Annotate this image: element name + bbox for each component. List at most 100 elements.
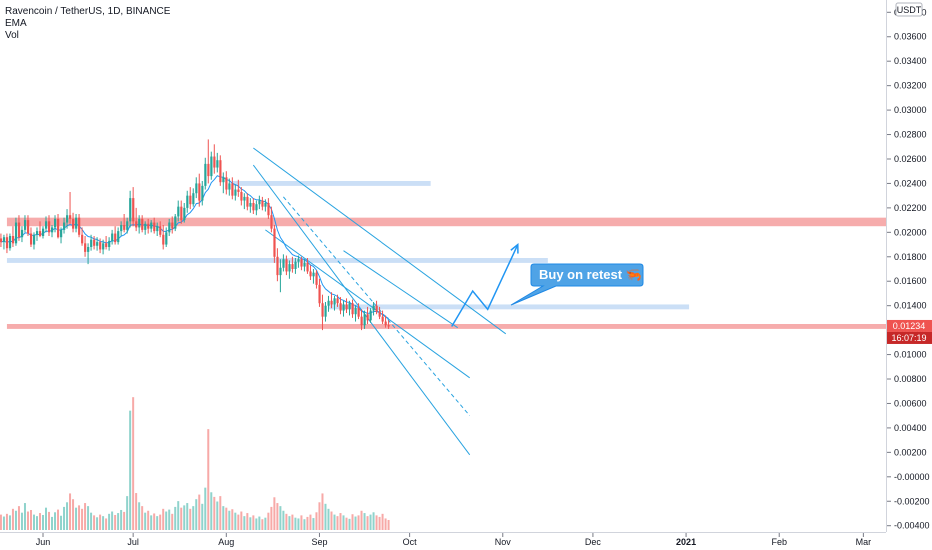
candle-body [285,259,288,272]
candle-body [11,235,15,244]
volume-bar [0,514,2,530]
volume-bar [23,503,26,530]
countdown-box [887,331,932,344]
volume-bar [177,501,180,530]
volume-bar [96,517,99,530]
candle-body [261,200,264,207]
currency-badge-box[interactable] [895,2,923,17]
volume-bar [174,506,177,530]
candle-body [26,220,30,234]
current-price-tag: 0.01234 [887,319,932,332]
candle [213,144,216,174]
volume-bar [189,508,192,530]
volume-bar [339,513,342,530]
candle [237,179,240,197]
candle [17,215,21,241]
candle [387,320,390,329]
candle-body [42,228,45,236]
candle-body [228,183,231,190]
candle [48,215,51,236]
candle-body [84,243,87,252]
candle-body [99,242,102,250]
candle [258,195,261,210]
candle-body [336,298,339,304]
volume-bar [20,512,23,530]
currency-badge-label: USDT [897,5,922,15]
price-tick-label: 0.01800 [894,252,927,262]
candle-body [114,233,117,243]
candle [159,221,162,238]
candle-body [243,196,246,201]
volume-bar [354,516,357,530]
candle-body [309,271,312,277]
candle [90,234,93,251]
price-tick-label: 0.00200 [894,447,927,457]
volume-bar [357,515,360,530]
time-axis[interactable]: Jun Jul Aug Sep Oct Nov Dec 2021 Feb Mar [36,533,871,547]
candle [279,259,282,293]
volume-bar [60,515,63,530]
volume-bar [138,502,141,530]
volume-bar [336,516,339,530]
candle [225,171,228,195]
volume-bar [144,512,147,530]
currency-badge[interactable]: USDT [895,2,923,17]
candle-body [87,246,90,252]
volume-bar [84,503,87,530]
volume-bar [333,514,336,530]
candle-body [342,304,345,311]
candle-body [306,262,309,272]
candle-body [291,264,294,269]
candle-body [345,304,348,310]
volume-bar [318,502,321,530]
candle [45,216,48,233]
candle-body [174,216,177,229]
candle-body [213,156,216,168]
candle-body [333,298,336,305]
volume-bar [279,506,282,530]
volume-bar [210,492,213,530]
volume-bar [366,516,369,530]
candle [23,215,27,233]
candle-body [195,183,198,194]
candle-body [276,256,279,276]
candle [357,303,360,320]
candle-body [252,202,255,211]
volume-bar [135,493,138,530]
candle [57,213,60,239]
candle-body [153,222,156,232]
candle-body [108,240,111,247]
volume-bar [5,513,8,530]
volume-bar [150,515,153,530]
volume-bar [207,429,210,530]
volume-bar [8,515,11,530]
candle-body [165,232,168,245]
candle-body [282,259,285,268]
candle [96,237,99,251]
candle-body [372,305,375,311]
candle [369,308,372,323]
ema-line [0,175,389,319]
candle-body [315,272,318,285]
candle [273,224,276,263]
candle [168,218,171,236]
candle-body [0,238,3,243]
candle [171,216,174,234]
candle [375,300,378,315]
candle [282,254,285,272]
time-tick-label: Mar [856,537,872,547]
candle [381,310,384,325]
candle [72,212,75,233]
volume-bar [375,515,378,530]
candle [291,256,294,273]
candle-body [258,200,261,205]
volume-bar [66,502,69,530]
price-tick-label: 0.01600 [894,276,927,286]
candle [150,220,153,233]
price-tick-label: 0.03600 [894,32,927,42]
candle [144,221,147,235]
volume-bar [72,499,75,530]
candle-body [330,300,333,305]
volume-bar [300,515,303,530]
